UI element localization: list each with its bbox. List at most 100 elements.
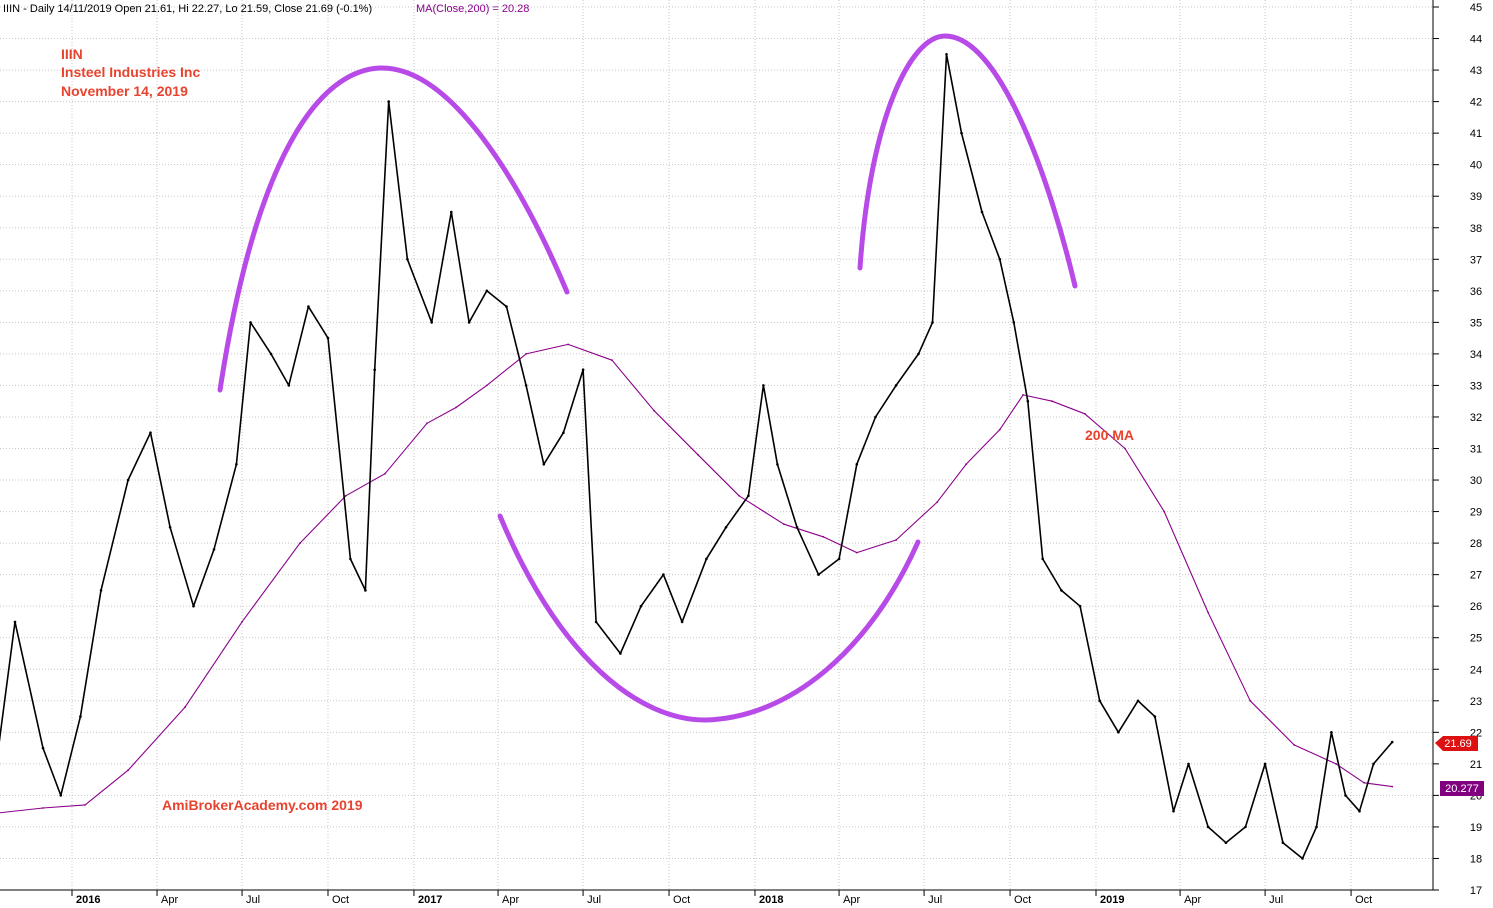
price-point xyxy=(364,589,367,592)
price-point xyxy=(1026,399,1030,403)
y-axis-ticks: 1718192021222324252627282930313233343536… xyxy=(1433,2,1482,897)
arc-left-top xyxy=(217,65,570,393)
price-point xyxy=(874,415,877,419)
y-tick-label: 31 xyxy=(1470,444,1482,456)
ma-point xyxy=(485,384,488,387)
price-point xyxy=(13,620,17,624)
price-point xyxy=(705,557,708,561)
x-tick-label: Apr xyxy=(161,894,178,906)
price-point xyxy=(168,526,172,529)
price-point xyxy=(1372,762,1375,766)
ma-price-tag-shape xyxy=(1440,781,1484,796)
price-point xyxy=(762,384,765,387)
price-point xyxy=(249,321,252,324)
x-tick-label: Oct xyxy=(1355,894,1372,906)
price-point xyxy=(1301,857,1304,860)
price-layer xyxy=(0,53,1394,860)
ma-point xyxy=(1293,744,1295,746)
price-point xyxy=(1098,699,1101,703)
price-point xyxy=(79,715,82,718)
price-point xyxy=(747,494,750,498)
price-point xyxy=(1281,841,1285,844)
price-point xyxy=(467,321,471,324)
x-tick-label: Jul xyxy=(928,894,942,906)
ma-price-tag: 20.277 xyxy=(1440,781,1484,796)
price-series-line xyxy=(0,53,1393,860)
price-point xyxy=(980,210,984,214)
ma-point xyxy=(567,343,569,346)
price-point xyxy=(99,589,103,592)
ma-point xyxy=(1249,699,1252,702)
price-point xyxy=(680,620,684,624)
price-point xyxy=(326,336,330,340)
ma-point xyxy=(1124,447,1126,450)
ma-point xyxy=(895,539,897,541)
ma-point xyxy=(1207,611,1209,614)
x-tick-label: Oct xyxy=(1014,894,1031,906)
y-tick-label: 27 xyxy=(1470,570,1482,582)
ma-point xyxy=(611,359,613,362)
y-tick-label: 26 xyxy=(1470,601,1482,613)
ma-point xyxy=(822,535,825,538)
price-point xyxy=(581,368,585,372)
price-point xyxy=(387,100,391,103)
y-tick-label: 40 xyxy=(1470,160,1482,172)
ma-point xyxy=(1051,400,1053,403)
header-ma-info: MA(Close,200) = 20.28 xyxy=(416,3,529,15)
price-point xyxy=(1358,809,1361,813)
price-point xyxy=(192,604,195,608)
ma-point xyxy=(1363,781,1365,784)
y-tick-label: 35 xyxy=(1470,317,1482,329)
x-axis-ticks: 2016 Apr Jul Oct 2017 Apr Jul Oct 2018 Apr Jul Oct 2… xyxy=(71,890,1372,906)
price-point xyxy=(945,53,948,56)
price-point xyxy=(619,652,622,655)
y-tick-label: 42 xyxy=(1470,97,1482,109)
x-tick-label: 2016 xyxy=(76,894,100,906)
y-tick-label: 41 xyxy=(1470,128,1482,140)
y-tick-label: 45 xyxy=(1470,2,1482,14)
price-point xyxy=(1153,715,1157,718)
price-point xyxy=(1390,740,1394,744)
price-point xyxy=(1078,604,1082,608)
y-tick-label: 19 xyxy=(1470,822,1482,834)
price-point xyxy=(1041,557,1044,561)
ma-point xyxy=(738,494,740,497)
price-point xyxy=(639,604,643,608)
price-point xyxy=(212,548,216,551)
ma-point xyxy=(84,804,86,806)
price-point xyxy=(931,321,934,324)
ma-annotation-label: 200 MA xyxy=(1085,427,1134,443)
x-tick-label: Oct xyxy=(332,894,349,906)
price-point xyxy=(1012,321,1016,324)
y-tick-label: 34 xyxy=(1470,349,1482,361)
y-tick-label: 44 xyxy=(1470,34,1482,46)
x-tick-label: Jul xyxy=(1269,894,1283,906)
x-tick-label: 2019 xyxy=(1100,894,1124,906)
price-point xyxy=(41,746,45,750)
y-tick-label: 39 xyxy=(1470,191,1482,203)
price-point xyxy=(1263,762,1267,766)
price-point xyxy=(235,463,238,466)
price-point xyxy=(269,352,273,356)
y-tick-label: 30 xyxy=(1470,475,1482,487)
y-tick-label: 33 xyxy=(1470,380,1482,392)
y-tick-label: 32 xyxy=(1470,412,1482,424)
x-tick-label: 2018 xyxy=(759,894,783,906)
price-point xyxy=(776,463,779,466)
price-point xyxy=(817,573,820,576)
price-point xyxy=(1187,762,1190,766)
ma-point xyxy=(426,422,428,425)
ma-point xyxy=(455,406,457,409)
y-tick-label: 43 xyxy=(1470,65,1482,77)
x-tick-label: Jul xyxy=(246,894,260,906)
price-point xyxy=(562,431,565,435)
y-tick-label: 38 xyxy=(1470,223,1482,235)
price-point xyxy=(406,258,409,261)
price-point xyxy=(1344,794,1347,797)
watermark-label: AmiBrokerAcademy.com 2019 xyxy=(162,797,363,813)
ma-point xyxy=(384,472,386,475)
price-point xyxy=(1060,589,1063,592)
arc-middle-bottom xyxy=(497,513,921,723)
price-point xyxy=(542,463,546,466)
